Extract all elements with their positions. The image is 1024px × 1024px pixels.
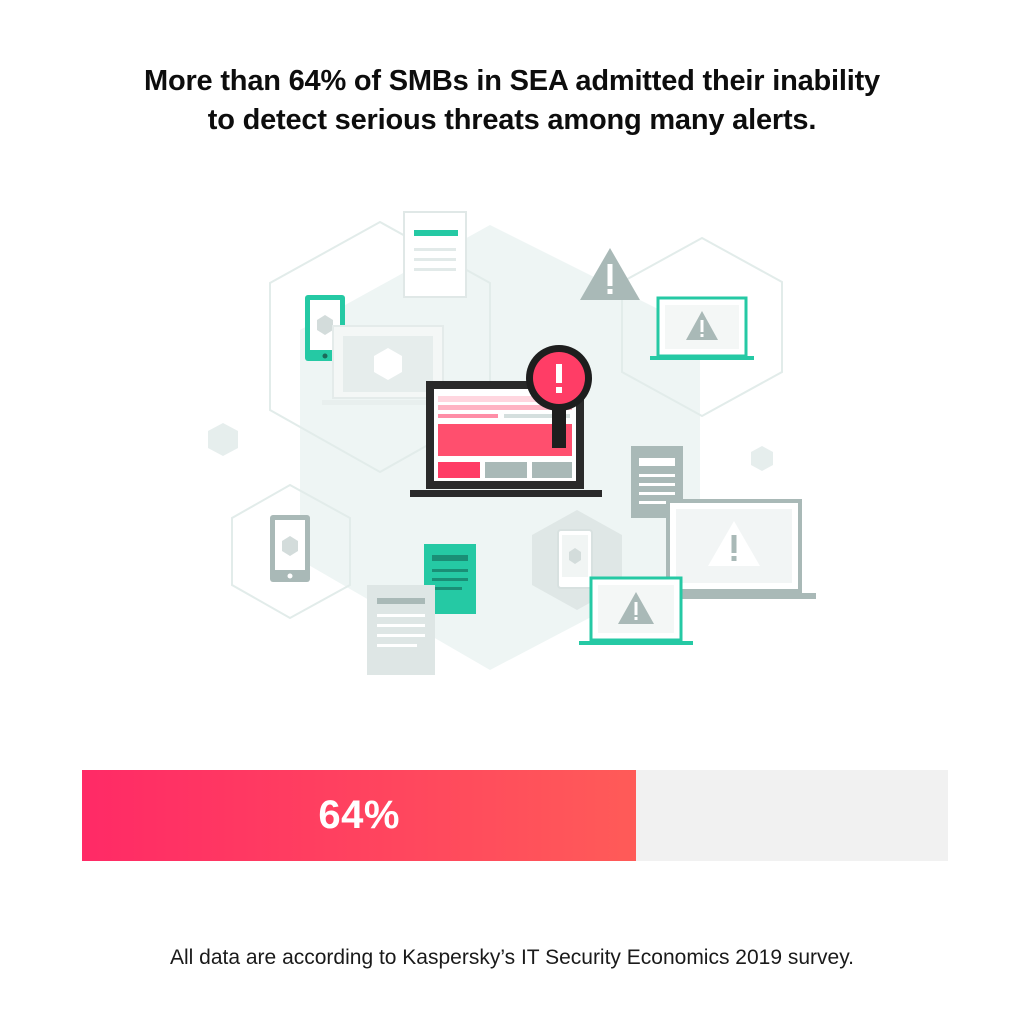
warning-icon (580, 248, 640, 300)
document-icon (367, 585, 435, 675)
progress-fill: 64% (82, 770, 637, 861)
hexagon-outline-icon (231, 483, 351, 620)
document-icon (403, 211, 467, 298)
laptop-icon (322, 325, 452, 405)
hexagon-dot-icon (751, 446, 773, 471)
progress-value-label: 64% (318, 793, 400, 837)
headline: More than 64% of SMBs in SEA admitted th… (60, 62, 964, 140)
laptop-icon (654, 499, 816, 599)
phone-icon (557, 529, 593, 589)
headline-line-1: More than 64% of SMBs in SEA admitted th… (144, 65, 880, 97)
main-laptop-icon (410, 381, 602, 497)
security-illustration (208, 211, 816, 675)
magnifier-icon (526, 345, 592, 448)
laptop-icon (650, 296, 754, 360)
laptop-icon (579, 576, 693, 645)
footnote: All data are according to Kaspersky’s IT… (170, 946, 854, 969)
progress-track: 64% (82, 770, 948, 861)
hexagon-outline-icon (269, 220, 491, 474)
headline-line-2: to detect serious threats among many ale… (207, 104, 817, 136)
hexagon-dot-icon (208, 423, 238, 456)
phone-icon (270, 515, 310, 582)
